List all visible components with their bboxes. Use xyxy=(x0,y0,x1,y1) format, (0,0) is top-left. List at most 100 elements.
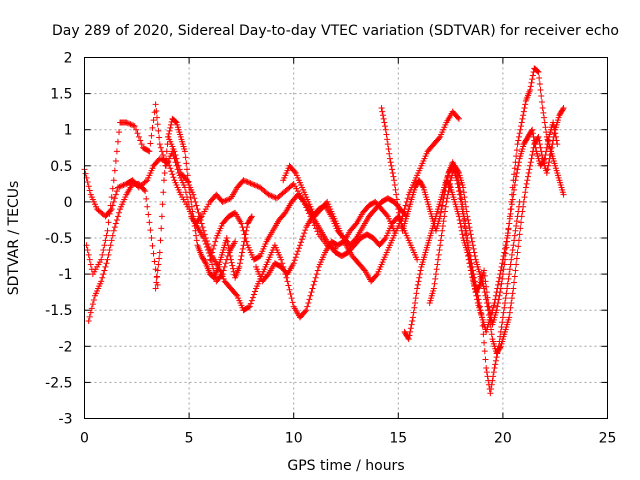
data-point xyxy=(241,177,248,184)
data-point xyxy=(454,180,461,187)
data-point xyxy=(264,272,271,279)
data-point xyxy=(543,148,550,155)
data-point xyxy=(227,253,234,260)
data-point xyxy=(175,162,182,169)
data-point xyxy=(237,256,244,263)
data-point xyxy=(238,220,245,227)
data-point xyxy=(294,248,301,255)
data-point xyxy=(439,227,446,234)
data-point xyxy=(459,231,466,238)
data-point xyxy=(455,115,462,122)
data-point xyxy=(441,213,448,220)
data-point xyxy=(156,249,163,256)
data-point xyxy=(497,267,504,274)
series-sat-k xyxy=(426,105,567,357)
data-point xyxy=(158,213,165,220)
data-point xyxy=(508,251,515,258)
data-point xyxy=(248,214,255,221)
data-point xyxy=(224,238,231,245)
data-point xyxy=(509,247,516,254)
data-point xyxy=(503,238,510,245)
data-point xyxy=(247,300,254,307)
data-point xyxy=(490,369,497,376)
data-point xyxy=(147,140,154,147)
data-point xyxy=(222,260,229,267)
data-point xyxy=(505,275,512,282)
data-point xyxy=(300,233,307,240)
data-point xyxy=(481,289,488,296)
data-point xyxy=(230,265,237,272)
data-point xyxy=(494,303,501,310)
data-point xyxy=(465,247,472,254)
data-point xyxy=(511,273,518,280)
data-point xyxy=(464,242,471,249)
data-point xyxy=(134,130,141,137)
data-point xyxy=(497,271,504,278)
data-point xyxy=(253,182,260,189)
data-point xyxy=(286,286,293,293)
data-point xyxy=(392,186,399,193)
data-point xyxy=(519,208,526,215)
data-point xyxy=(149,242,156,249)
data-point xyxy=(394,201,401,208)
data-point xyxy=(380,115,387,122)
data-point xyxy=(513,261,520,268)
data-point xyxy=(455,188,462,195)
data-point xyxy=(512,227,519,234)
data-point xyxy=(156,255,163,262)
data-point xyxy=(540,109,547,116)
data-point xyxy=(506,220,513,227)
data-point xyxy=(518,123,525,130)
data-point xyxy=(205,244,212,251)
data-point xyxy=(360,266,367,273)
data-point xyxy=(240,227,247,234)
data-point xyxy=(99,274,106,281)
data-point xyxy=(171,148,178,155)
data-point xyxy=(169,171,176,178)
data-point xyxy=(108,237,115,244)
data-point xyxy=(432,271,439,278)
data-point xyxy=(488,381,495,388)
data-point xyxy=(133,126,140,133)
data-point xyxy=(504,230,511,237)
data-point xyxy=(153,108,160,115)
data-point xyxy=(135,133,142,140)
data-point xyxy=(504,285,511,292)
data-point xyxy=(529,126,536,133)
data-point xyxy=(287,290,294,297)
data-point xyxy=(510,285,517,292)
data-point xyxy=(535,68,542,75)
data-point xyxy=(154,114,161,121)
data-point xyxy=(239,245,246,252)
x-tick-label: 10 xyxy=(285,431,303,447)
data-point xyxy=(163,155,170,162)
data-point xyxy=(223,235,230,241)
data-point xyxy=(545,137,552,144)
data-point xyxy=(472,289,479,296)
data-point xyxy=(559,106,566,113)
data-point xyxy=(201,231,208,238)
data-point xyxy=(301,230,308,237)
data-point xyxy=(110,177,117,184)
data-point xyxy=(290,260,297,267)
data-point xyxy=(483,299,490,306)
data-point xyxy=(412,299,419,306)
data-point xyxy=(156,134,163,141)
data-point xyxy=(460,218,467,225)
data-point xyxy=(113,216,120,223)
data-point xyxy=(542,151,549,158)
data-point xyxy=(108,194,115,201)
data-point xyxy=(190,213,197,220)
data-point xyxy=(249,294,256,301)
data-point xyxy=(308,289,315,296)
data-point xyxy=(435,251,442,258)
data-point xyxy=(538,99,545,106)
data-point xyxy=(265,191,272,198)
data-point xyxy=(499,314,506,321)
data-point xyxy=(172,151,179,158)
data-point xyxy=(527,83,534,90)
data-point xyxy=(173,155,180,162)
y-tick-label: -2 xyxy=(59,339,73,355)
data-point xyxy=(509,196,516,203)
data-point xyxy=(465,251,472,258)
